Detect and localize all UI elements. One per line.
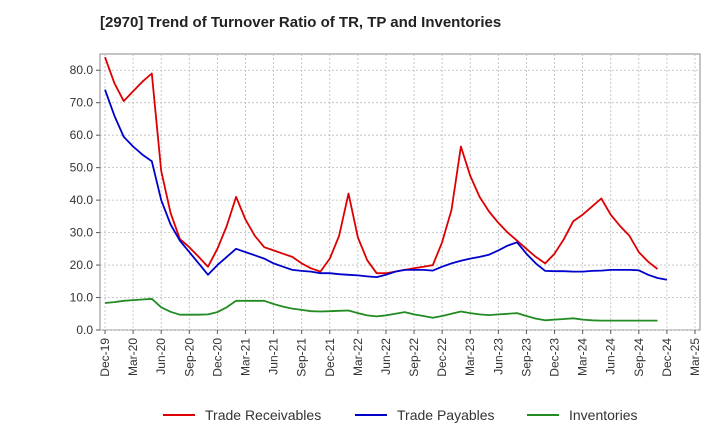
- legend-item-inventories: Inventories: [527, 404, 637, 426]
- x-tick-label: Sep-23: [519, 338, 533, 377]
- x-tick-label: Mar-25: [688, 338, 702, 376]
- x-tick-label: Dec-21: [323, 338, 337, 377]
- x-tick-label: Jun-23: [491, 338, 505, 375]
- x-tick-label: Sep-24: [632, 338, 646, 377]
- y-axis: 0.0 10.0 20.0 30.0 40.0 50.0 60.0 70.0 80.0: [70, 63, 100, 337]
- y-tick-label: 20.0: [70, 258, 94, 272]
- x-tick-label: Dec-23: [548, 338, 562, 377]
- y-tick-label: 50.0: [70, 161, 94, 175]
- x-tick-label: Mar-22: [351, 338, 365, 376]
- x-tick-label: Sep-22: [407, 338, 421, 377]
- legend-label: Trade Payables: [397, 407, 495, 423]
- x-tick-label: Mar-20: [126, 338, 140, 376]
- legend: Trade Receivables Trade Payables Invento…: [0, 404, 720, 428]
- legend-swatch: [527, 414, 559, 416]
- legend-item-trade-payables: Trade Payables: [355, 404, 495, 426]
- x-tick-label: Dec-24: [660, 338, 674, 377]
- legend-swatch: [163, 414, 195, 416]
- y-tick-label: 40.0: [70, 193, 94, 207]
- series-line-inventories: [104, 297, 658, 322]
- series-line-trade-payables: [104, 89, 668, 281]
- x-tick-label: Jun-24: [604, 338, 618, 375]
- x-tick-label: Sep-21: [295, 338, 309, 377]
- y-tick-label: 60.0: [70, 128, 94, 142]
- y-tick-label: 0.0: [76, 323, 93, 337]
- x-tick-label: Jun-20: [154, 338, 168, 375]
- legend-label: Trade Receivables: [205, 407, 322, 423]
- x-tick-label: Mar-24: [576, 338, 590, 376]
- x-tick-label: Sep-20: [182, 338, 196, 377]
- x-tick-label: Dec-22: [435, 338, 449, 377]
- x-tick-label: Mar-21: [238, 338, 252, 376]
- plot-area: [99, 53, 701, 331]
- y-tick-label: 80.0: [70, 63, 94, 77]
- chart-title: [2970] Trend of Turnover Ratio of TR, TP…: [100, 14, 502, 31]
- x-tick-label: Jun-22: [379, 338, 393, 375]
- y-tick-label: 70.0: [70, 96, 94, 110]
- x-tick-label: Dec-20: [210, 338, 224, 377]
- grid-lines: [100, 54, 700, 331]
- series-lines: [104, 56, 668, 322]
- line-chart: 0.0 10.0 20.0 30.0 40.0 50.0 60.0 70.0 80.0 Dec-…: [70, 53, 702, 377]
- x-tick-label: Mar-23: [463, 338, 477, 376]
- legend-label: Inventories: [569, 407, 638, 423]
- legend-swatch: [355, 414, 387, 416]
- y-tick-label: 30.0: [70, 226, 94, 240]
- x-axis: Dec-19 Mar-20 Jun-20 Sep-20 Dec-20 Mar-21 Jun-…: [98, 330, 702, 377]
- series-line-trade-receivables: [104, 56, 659, 275]
- legend-item-trade-receivables: Trade Receivables: [163, 404, 321, 426]
- y-tick-label: 10.0: [70, 291, 94, 305]
- x-tick-label: Dec-19: [98, 338, 112, 377]
- x-tick-label: Jun-21: [267, 338, 281, 375]
